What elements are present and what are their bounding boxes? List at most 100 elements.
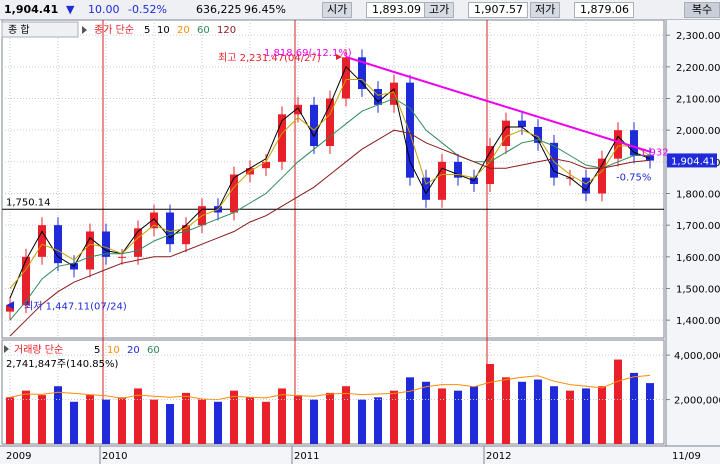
price-ma-legend-60: 60 <box>197 25 210 36</box>
volume-bar <box>358 399 366 444</box>
candle-down <box>582 177 590 194</box>
volume-bar <box>598 386 606 444</box>
volume-bar <box>486 364 494 444</box>
ma120-line <box>9 129 651 337</box>
price-ma-legend-120: 120 <box>217 25 236 36</box>
ma5-line <box>9 65 651 299</box>
open-label: 시가 <box>322 2 353 18</box>
candle-up <box>486 146 494 184</box>
volume-bar <box>102 399 110 444</box>
volume-bar <box>614 359 622 444</box>
candle-down <box>454 161 462 178</box>
volume-bar <box>54 386 62 444</box>
price-axis-tick-label: 1,700.00 <box>676 221 720 232</box>
price-ma-legend-10: 10 <box>157 25 170 36</box>
volume-bar <box>406 377 414 444</box>
volume-bar <box>118 397 126 444</box>
candle-up <box>294 104 302 115</box>
trendline-label: 1,932 <box>640 148 669 159</box>
max-price-note: 최고 2,231.47(04/27) <box>218 52 321 64</box>
candle-up <box>262 161 270 169</box>
volume-axis-tick-label: 4,000,000 <box>674 351 720 362</box>
open-value: 1,893.09 <box>366 2 426 18</box>
candle-up <box>278 114 286 162</box>
volume-bar <box>518 381 526 444</box>
volume-ma-line <box>9 374 651 401</box>
volume-ma-legend-20: 20 <box>127 345 140 356</box>
candle-down <box>358 57 366 89</box>
volume-bar <box>198 399 206 444</box>
trendline <box>345 56 651 153</box>
candle-up <box>134 228 142 257</box>
x-axis-strip <box>0 446 720 464</box>
volume-bar <box>534 379 542 444</box>
candle-down <box>646 155 654 161</box>
stock-chart[interactable]: 2,300.002,200.002,100.002,000.001,900.00… <box>0 20 720 464</box>
price-panel <box>1 20 665 339</box>
volume-bar <box>166 404 174 444</box>
high-label: 고가 <box>424 2 455 18</box>
volume-bar <box>438 388 446 444</box>
candle-down <box>630 130 638 156</box>
price-ma-legend-20: 20 <box>177 25 190 36</box>
low-label: 저가 <box>530 2 561 18</box>
price-axis-tick-label: 2,300.00 <box>676 31 720 42</box>
current-price-badge-text: 1,904.41 <box>671 156 716 167</box>
candle-up <box>342 57 350 99</box>
price-axis-tick-label: 1,400.00 <box>676 316 720 327</box>
high-value: 1,907.57 <box>468 2 528 18</box>
x-axis-label: 11/09 <box>672 451 701 462</box>
candle-up <box>182 225 190 245</box>
volume-bar <box>342 386 350 444</box>
candle-down <box>518 120 526 127</box>
volume-bar <box>22 390 30 444</box>
current-change-pct: -0.75% <box>616 172 651 183</box>
x-axis-label: 2011 <box>294 451 319 462</box>
volume-legend-toggle-icon <box>4 345 9 353</box>
candle-down <box>534 127 542 143</box>
volume-bar <box>246 397 254 444</box>
price-indicator-title: 종가 단순 <box>94 24 134 36</box>
price-change-pct: -0.52% <box>128 3 167 16</box>
volume-bar <box>134 388 142 444</box>
volume-bar <box>646 383 654 444</box>
volume-bar <box>310 399 318 444</box>
volume-ma-legend-60: 60 <box>147 345 160 356</box>
max-arrow-icon <box>336 54 342 61</box>
candle-up <box>390 82 398 105</box>
candle-down <box>550 142 558 178</box>
volume-bar <box>70 401 78 444</box>
price-axis-tick-label: 2,200.00 <box>676 63 720 74</box>
candle-down <box>406 82 414 178</box>
candle-up <box>614 130 622 159</box>
y-axis-strip <box>666 20 720 464</box>
candle-down <box>54 225 62 264</box>
volume-bar <box>230 390 238 444</box>
x-axis-label: 2009 <box>6 451 31 462</box>
ma20-line <box>9 79 651 289</box>
quote-toolbar: 1,904.41 ▼ 10.00 -0.52% 636,225 96.45% 시… <box>0 0 720 20</box>
min-price-note: 최저 1,447.11(07/24) <box>24 300 127 312</box>
volume-bar <box>214 401 222 444</box>
volume-bar <box>262 401 270 444</box>
current-price-badge <box>667 153 717 168</box>
candle-up <box>86 231 94 270</box>
price-axis-tick-label: 2,000.00 <box>676 126 720 137</box>
market-code-box <box>1 21 79 38</box>
current-price: 1,904.41 <box>4 3 59 16</box>
mode-toggle-button[interactable]: 복수 <box>684 2 720 18</box>
legend-toggle-icon <box>82 26 87 34</box>
candle-up <box>118 256 126 258</box>
volume-bar <box>502 377 510 444</box>
price-axis-tick-label: 1,500.00 <box>676 285 720 296</box>
candle-up <box>326 98 334 146</box>
volume-bar <box>150 399 158 444</box>
volume-bar <box>294 395 302 444</box>
candle-down <box>102 231 110 257</box>
volume-bar <box>550 386 558 444</box>
volume-bar <box>326 392 334 444</box>
min-arrow-icon <box>6 301 14 310</box>
volume-bar <box>470 386 478 444</box>
candle-down <box>166 212 174 245</box>
price-axis-tick-label: 1,800.00 <box>676 190 720 201</box>
